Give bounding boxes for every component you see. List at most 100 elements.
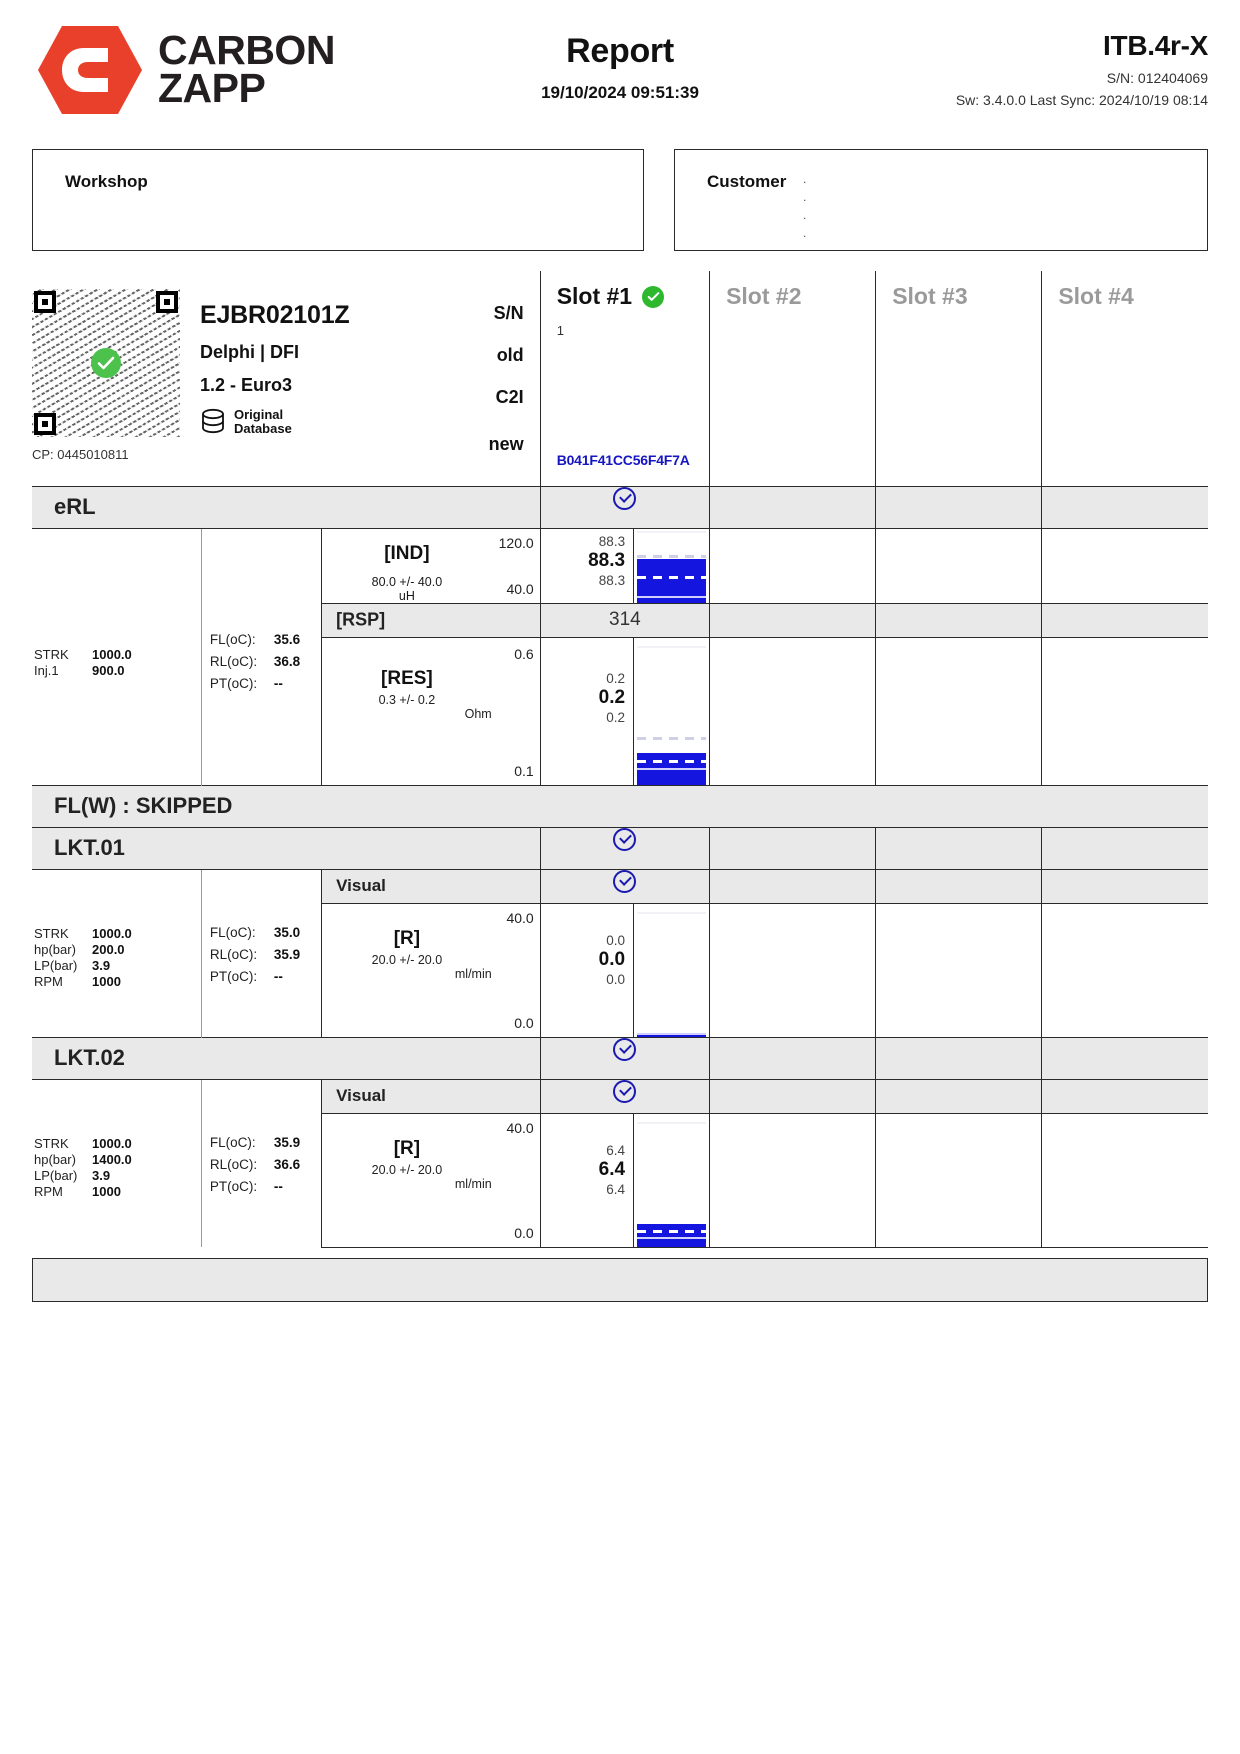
param-value: 1000 xyxy=(92,1183,121,1199)
section-lkt01-status-slot4 xyxy=(1041,826,1208,870)
param-row: RPM 1000 xyxy=(34,974,132,990)
param-key: STRK xyxy=(34,646,69,662)
slot-header-4[interactable]: Slot #4 xyxy=(1041,271,1208,486)
workshop-label: Workshop xyxy=(65,172,148,191)
param-value: 1000.0 xyxy=(92,646,132,662)
erl-res-value-main: 0.2 xyxy=(598,686,626,708)
lkt01-params-left: STRK 1000.0 hp(bar) 200.0 LP(bar) 3.9 RPM 10… xyxy=(32,869,201,1037)
param-key: LP(bar) xyxy=(34,1167,78,1183)
param-row: PT(oC): -- xyxy=(210,673,300,695)
slot-3-title: Slot #3 xyxy=(892,283,968,309)
section-header-erl: eRL xyxy=(32,485,1208,529)
section-lkt02-status-slot4 xyxy=(1041,1036,1208,1080)
erl-rsp-slot4 xyxy=(1041,602,1208,638)
lkt02-r-row: 40.0 0.0 [R] 20.0 +/- 20.0 ml/min 6.4 6.… xyxy=(32,1113,1208,1248)
erl-ind-axis-high: 120.0 xyxy=(498,534,534,551)
erl-ind-row: STRK 1000.0 Inj.1 900.0 FL(oC): 35.6 RL(oC)… xyxy=(32,528,1208,785)
param-value: 36.6 xyxy=(273,1156,301,1172)
section-flw-title-cell: FL(W) : SKIPPED xyxy=(32,784,1208,828)
qr-code[interactable] xyxy=(32,289,180,437)
slot-1-index: 1 xyxy=(556,323,564,338)
erl-rsp-slot2 xyxy=(709,602,876,638)
original-database-badge: Original Database xyxy=(200,407,470,437)
qr-corner-top-left xyxy=(34,291,56,313)
param-row: hp(bar) 200.0 xyxy=(34,942,132,958)
check-ring-icon xyxy=(613,827,637,851)
param-value: 35.0 xyxy=(273,924,301,940)
param-key: RL(oC): xyxy=(209,653,258,669)
logo-line-zapp: ZAPP xyxy=(158,65,266,111)
lkt01-r-value-main: 0.0 xyxy=(598,948,626,970)
param-key: hp(bar) xyxy=(34,1151,76,1167)
database-badge-line1: Original xyxy=(234,407,284,422)
param-row: LP(bar) 3.9 xyxy=(34,958,132,974)
erl-rsp-label-cell: [RSP] xyxy=(321,602,541,638)
lkt02-r-slot2 xyxy=(709,1113,876,1248)
erl-ind-value-top: 88.3 xyxy=(598,533,626,549)
erl-res-axis-high: 0.6 xyxy=(514,645,534,662)
section-lkt02-status-slot3 xyxy=(875,1036,1042,1080)
section-erl-status-slot1 xyxy=(539,485,710,529)
lkt02-r-value-main: 6.4 xyxy=(598,1158,626,1180)
erl-res-slot4 xyxy=(1041,637,1208,785)
section-lkt02-status-slot2 xyxy=(709,1036,876,1080)
lkt02-r-value-bottom: 6.4 xyxy=(606,1181,626,1197)
check-circle-icon xyxy=(642,285,665,308)
lkt02-params-left: STRK 1000.0 hp(bar) 1400.0 LP(bar) 3.9 RPM 1… xyxy=(32,1079,201,1247)
lkt02-r-value-chart-slot1: 6.4 6.4 6.4 xyxy=(539,1113,710,1248)
lkt01-r-name: [R] xyxy=(393,927,421,949)
param-value: -- xyxy=(273,1178,283,1194)
erl-ind-slot2 xyxy=(709,528,876,603)
erl-res-tolerance: 0.3 +/- 0.2 xyxy=(378,692,436,707)
carbon-zapp-logo-mark xyxy=(32,22,144,118)
erl-ind-label-cell: 120.0 40.0 [IND] 80.0 +/- 40.0 uH xyxy=(321,528,541,603)
lkt01-r-row: 40.0 0.0 [R] 20.0 +/- 20.0 ml/min 0.0 0.… xyxy=(32,903,1208,1037)
section-lkt01-status-slot2 xyxy=(709,826,876,870)
erl-res-row: 0.6 0.1 [RES] 0.3 +/- 0.2 Ohm 0.2 0.2 0.… xyxy=(32,637,1208,785)
injector-variant: 1.2 - Euro3 xyxy=(200,375,293,395)
slot-header-2[interactable]: Slot #2 xyxy=(709,271,876,486)
erl-res-value-chart-slot1: 0.2 0.2 0.2 xyxy=(539,637,710,785)
erl-res-value-top: 0.2 xyxy=(606,670,626,686)
check-ring-icon xyxy=(613,1079,637,1103)
carbon-zapp-logo: CARBON ZAPP xyxy=(32,22,335,118)
erl-params-mid: FL(oC): 35.6 RL(oC): 36.8 PT(oC): -- xyxy=(200,528,322,785)
section-lkt01-name: LKT.01 xyxy=(54,835,125,860)
device-software-version: Sw: 3.4.0.0 Last Sync: 2024/10/19 08:14 xyxy=(955,92,1208,108)
param-row: Inj.1 900.0 xyxy=(34,663,132,679)
lkt01-r-slot3 xyxy=(875,903,1042,1037)
param-value: 35.9 xyxy=(273,946,301,962)
param-value: 1400.0 xyxy=(92,1151,132,1167)
slot-header-3[interactable]: Slot #3 xyxy=(875,271,1042,486)
hexagon-c-icon xyxy=(38,26,142,114)
section-erl-status-slot4 xyxy=(1041,485,1208,529)
erl-rsp-slot3 xyxy=(875,602,1042,638)
param-value: 1000.0 xyxy=(92,1135,132,1151)
lkt01-r-axis-low: 0.0 xyxy=(514,1014,534,1031)
lkt02-r-bar-chart xyxy=(637,1115,707,1247)
erl-ind-axis-low: 40.0 xyxy=(506,580,534,597)
customer-box[interactable]: Customer .... xyxy=(674,149,1208,251)
footer-bar xyxy=(32,1257,1208,1302)
slot-header-1[interactable]: Slot #1 1 B041F41CC56F4F7A xyxy=(539,271,710,486)
injector-right-labels: S/N old C2I new xyxy=(489,303,524,455)
lkt02-visual-row: STRK 1000.0 hp(bar) 1400.0 LP(bar) 3.9 RPM 1… xyxy=(32,1079,1208,1247)
workshop-box[interactable]: Workshop xyxy=(32,149,644,251)
lkt01-r-axis-high: 40.0 xyxy=(506,909,534,926)
device-info-block: ITB.4r-X S/N: 012404069 Sw: 3.4.0.0 Last… xyxy=(956,30,1208,108)
section-lkt02-name: LKT.02 xyxy=(54,1045,125,1070)
param-key: STRK xyxy=(34,925,69,941)
erl-rsp-value-slot1: 314 xyxy=(539,602,710,638)
erl-res-unit: Ohm xyxy=(464,706,492,721)
lkt01-r-bar-chart xyxy=(637,905,707,1037)
condition-new: new xyxy=(488,434,524,454)
customer-placeholder-dots: .... xyxy=(803,172,807,240)
lkt02-params-mid: FL(oC): 35.9 RL(oC): 36.6 PT(oC): -- xyxy=(200,1079,322,1247)
lkt02-visual-slot4 xyxy=(1041,1079,1208,1114)
check-ring-icon xyxy=(613,1037,637,1061)
param-value: -- xyxy=(273,968,283,984)
device-model: ITB.4r-X xyxy=(1103,30,1208,61)
lkt02-r-slot3 xyxy=(875,1113,1042,1248)
param-key: PT(oC): xyxy=(209,675,258,691)
param-key: LP(bar) xyxy=(34,957,78,973)
